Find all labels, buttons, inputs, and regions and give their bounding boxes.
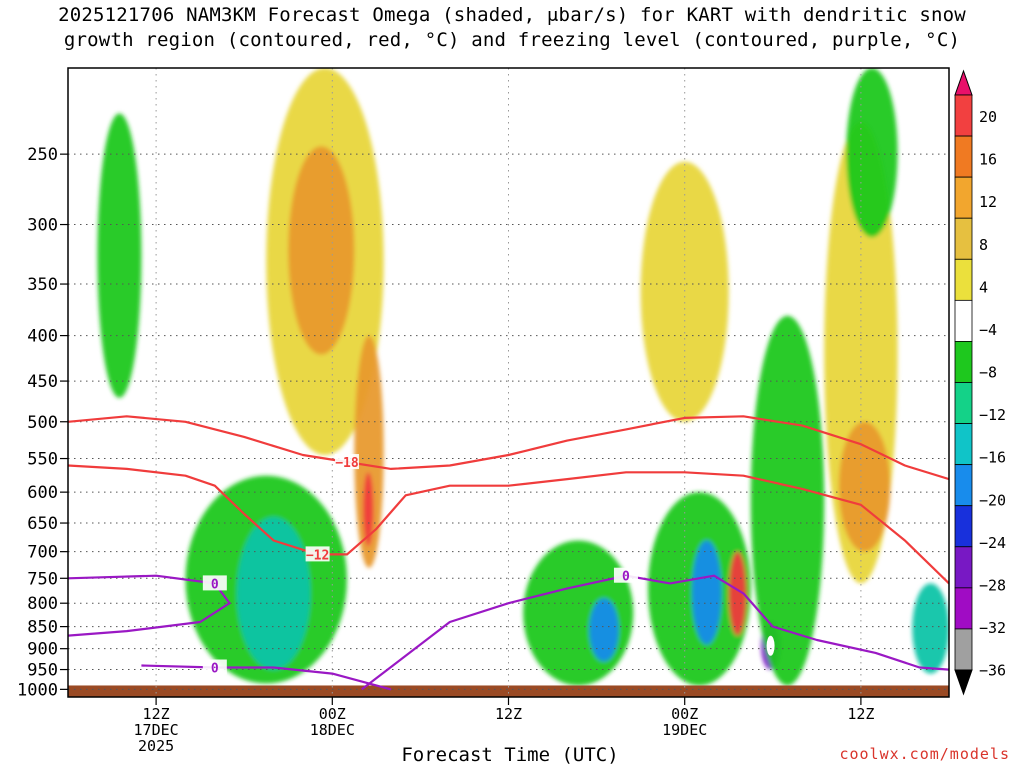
y-tick-label: 850 bbox=[27, 618, 58, 638]
colorbar-swatch bbox=[954, 217, 973, 260]
plot-area: −18 −12 0 0 0 bbox=[68, 68, 949, 697]
y-tick-label: 400 bbox=[27, 327, 58, 347]
contour-0c bbox=[361, 574, 949, 691]
omega-region-11 bbox=[728, 551, 747, 636]
x-tick-label: 12Z bbox=[847, 705, 874, 723]
contour-label-0: 0 bbox=[211, 577, 219, 592]
y-tick-label: 350 bbox=[27, 275, 58, 295]
colorbar-swatch bbox=[954, 628, 973, 671]
colorbar-swatch bbox=[954, 587, 973, 630]
chart-title-line-1: 2025121706 NAM3KM Forecast Omega (shaded… bbox=[58, 4, 966, 26]
colorbar-label: 4 bbox=[979, 278, 988, 296]
y-tick-label: 1000 bbox=[17, 680, 58, 700]
terrain-fill bbox=[68, 685, 949, 697]
omega-region-18 bbox=[912, 583, 949, 674]
colorbar-swatch bbox=[954, 505, 973, 548]
colorbar-swatch bbox=[954, 423, 973, 466]
colorbar-swatch bbox=[954, 94, 973, 137]
x-tick-label: 00Z bbox=[671, 705, 698, 723]
omega-region-6 bbox=[236, 517, 311, 670]
contour--12 bbox=[68, 464, 949, 585]
x-tick-label: 12Z bbox=[143, 705, 170, 723]
contour--18 bbox=[68, 415, 949, 481]
colorbar-label: −4 bbox=[979, 321, 997, 339]
x-tick-label: 2025 bbox=[138, 737, 174, 755]
y-tick-label: 550 bbox=[27, 450, 58, 470]
y-tick-label: 450 bbox=[27, 372, 58, 392]
x-tick-label: 00Z bbox=[319, 705, 346, 723]
colorbar-label: −24 bbox=[979, 534, 1006, 552]
omega-region-13 bbox=[750, 315, 825, 686]
colorbar-swatch bbox=[954, 546, 973, 589]
contour-label-0c: 0 bbox=[622, 570, 630, 585]
colorbar-top-arrow bbox=[954, 69, 973, 96]
omega-core bbox=[766, 635, 775, 656]
y-tick-label: 250 bbox=[27, 145, 58, 165]
chart-title-line-2: growth region (contoured, red, °C) and f… bbox=[63, 29, 961, 51]
x-tick-label: 12Z bbox=[495, 705, 522, 723]
contour-0 bbox=[68, 574, 231, 637]
y-tick-label: 500 bbox=[27, 413, 58, 433]
omega-region-7 bbox=[523, 540, 634, 686]
y-tick-label: 750 bbox=[27, 569, 58, 589]
colorbar-swatch bbox=[954, 464, 973, 507]
colorbar-swatch bbox=[954, 176, 973, 219]
contour-0b bbox=[141, 664, 392, 691]
colorbar-swatch bbox=[954, 135, 973, 178]
colorbar-label: −12 bbox=[979, 406, 1006, 424]
colorbar-label: 16 bbox=[979, 151, 997, 169]
x-tick-label: 19DEC bbox=[662, 721, 707, 739]
colorbar-label: −16 bbox=[979, 449, 1006, 467]
omega-region-17 bbox=[846, 68, 898, 238]
colorbar-bottom-arrow bbox=[954, 669, 973, 696]
colorbar-label: −28 bbox=[979, 577, 1006, 595]
y-tick-label: 800 bbox=[27, 594, 58, 614]
site-credit[interactable]: coolwx.com/models bbox=[839, 745, 1010, 763]
omega-region-2 bbox=[288, 146, 355, 355]
contour-label-0b: 0 bbox=[211, 662, 219, 677]
colorbar-label: −8 bbox=[979, 364, 997, 382]
colorbar-label: 20 bbox=[979, 108, 997, 126]
omega-region-14 bbox=[640, 161, 729, 422]
x-tick-label: 18DEC bbox=[310, 721, 355, 739]
contour-label--12: −12 bbox=[306, 548, 329, 563]
y-tick-label: 700 bbox=[27, 543, 58, 563]
y-tick-label: 600 bbox=[27, 483, 58, 503]
omega-shading bbox=[97, 68, 949, 686]
colorbar-label: 8 bbox=[979, 236, 988, 254]
colorbar-label: −36 bbox=[979, 662, 1006, 680]
omega-region-4 bbox=[363, 472, 374, 547]
y-tick-label: 300 bbox=[27, 216, 58, 236]
x-axis-label: Forecast Time (UTC) bbox=[401, 744, 619, 766]
colorbar-label: −32 bbox=[979, 619, 1006, 637]
omega-region-8 bbox=[589, 598, 619, 662]
omega-region-10 bbox=[692, 540, 722, 645]
x-tick-label: 17DEC bbox=[134, 721, 179, 739]
y-tick-label: 900 bbox=[27, 640, 58, 660]
colorbar-swatch bbox=[954, 382, 973, 424]
omega-region-3 bbox=[354, 335, 384, 568]
y-tick-label: 950 bbox=[27, 661, 58, 681]
colorbar-label: 12 bbox=[979, 193, 997, 211]
contour-label--18: −18 bbox=[335, 456, 359, 471]
colorbar-swatch bbox=[954, 258, 973, 301]
colorbar-swatch bbox=[954, 299, 973, 342]
omega-region-0 bbox=[97, 113, 142, 398]
y-tick-label: 650 bbox=[27, 514, 58, 534]
omega-region-16 bbox=[838, 421, 891, 552]
colorbar: 20 16 12 8 4 −4 −8 −12 −16 −20 −24 −28 −32 −36 bbox=[954, 69, 1006, 696]
colorbar-swatch bbox=[954, 341, 973, 383]
colorbar-label: −20 bbox=[979, 491, 1006, 509]
